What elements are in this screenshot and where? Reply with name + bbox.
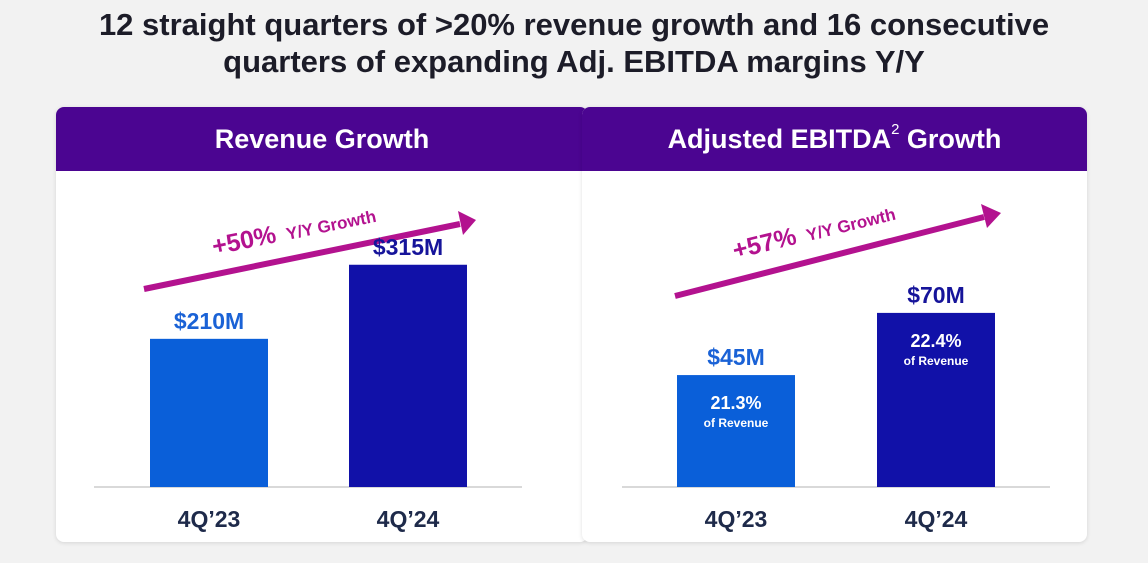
ebitda-margin-label-1: 21.3% <box>710 393 761 413</box>
revenue-growth-chart: +50% Y/Y Growth $210M 4Q’23 $315M 4Q’24 <box>94 200 522 532</box>
ebitda-value-label-2: $70M <box>907 282 965 308</box>
ebitda-growth-arrow-line <box>674 214 985 299</box>
headline: 12 straight quarters of >20% revenue gro… <box>0 6 1148 80</box>
ebitda-growth-suffix: Y/Y Growth <box>804 205 897 245</box>
revenue-growth-label: +50% Y/Y Growth <box>210 200 379 261</box>
ebitda-margin-label-2: 22.4% <box>910 331 961 351</box>
ebitda-growth-chart: +57% Y/Y Growth $45M 4Q’23 21.3% of Revenue… <box>622 198 1050 532</box>
revenue-category-label-2: 4Q’24 <box>377 506 440 532</box>
revenue-value-label-2: $315M <box>373 234 443 260</box>
ebitda-bar-1 <box>677 375 795 487</box>
ebitda-title-superscript: 2 <box>891 120 900 138</box>
revenue-growth-arrow-line <box>143 221 461 292</box>
ebitda-category-label-1: 4Q’23 <box>705 506 768 532</box>
ebitda-growth-header: Adjusted EBITDA2 Growth <box>582 107 1087 171</box>
ebitda-bar-2 <box>877 312 995 487</box>
ebitda-margin-caption-2: of Revenue <box>904 354 969 368</box>
ebitda-margin-caption-1: of Revenue <box>704 416 769 430</box>
ebitda-growth-arrowhead <box>981 204 1001 228</box>
headline-line-2: quarters of expanding Adj. EBITDA margin… <box>223 44 925 79</box>
ebitda-category-label-2: 4Q’24 <box>905 506 968 532</box>
revenue-growth-header: Revenue Growth <box>56 107 588 171</box>
ebitda-value-label-1: $45M <box>707 344 765 370</box>
revenue-bar-2 <box>349 264 467 487</box>
revenue-growth-arrowhead <box>458 211 476 235</box>
revenue-growth-suffix: Y/Y Growth <box>285 207 378 244</box>
revenue-value-label-1: $210M <box>174 308 244 334</box>
ebitda-growth-label: +57% Y/Y Growth <box>730 198 898 265</box>
ebitda-growth-percent: +57% <box>730 222 799 265</box>
revenue-chart-title: Revenue Growth <box>214 123 430 154</box>
revenue-growth-panel: Revenue Growth +50% Y/Y Growth $210M 4Q’2… <box>56 107 588 542</box>
headline-line-1: 12 straight quarters of >20% revenue gro… <box>98 7 1050 42</box>
ebitda-chart-title: Adjusted EBITDA2 Growth <box>667 120 1002 154</box>
revenue-bar-1 <box>150 338 268 487</box>
revenue-category-label-1: 4Q’23 <box>178 506 241 532</box>
revenue-growth-percent: +50% <box>210 220 279 260</box>
ebitda-growth-panel: Adjusted EBITDA2 Growth +57% Y/Y Growth … <box>582 107 1087 542</box>
